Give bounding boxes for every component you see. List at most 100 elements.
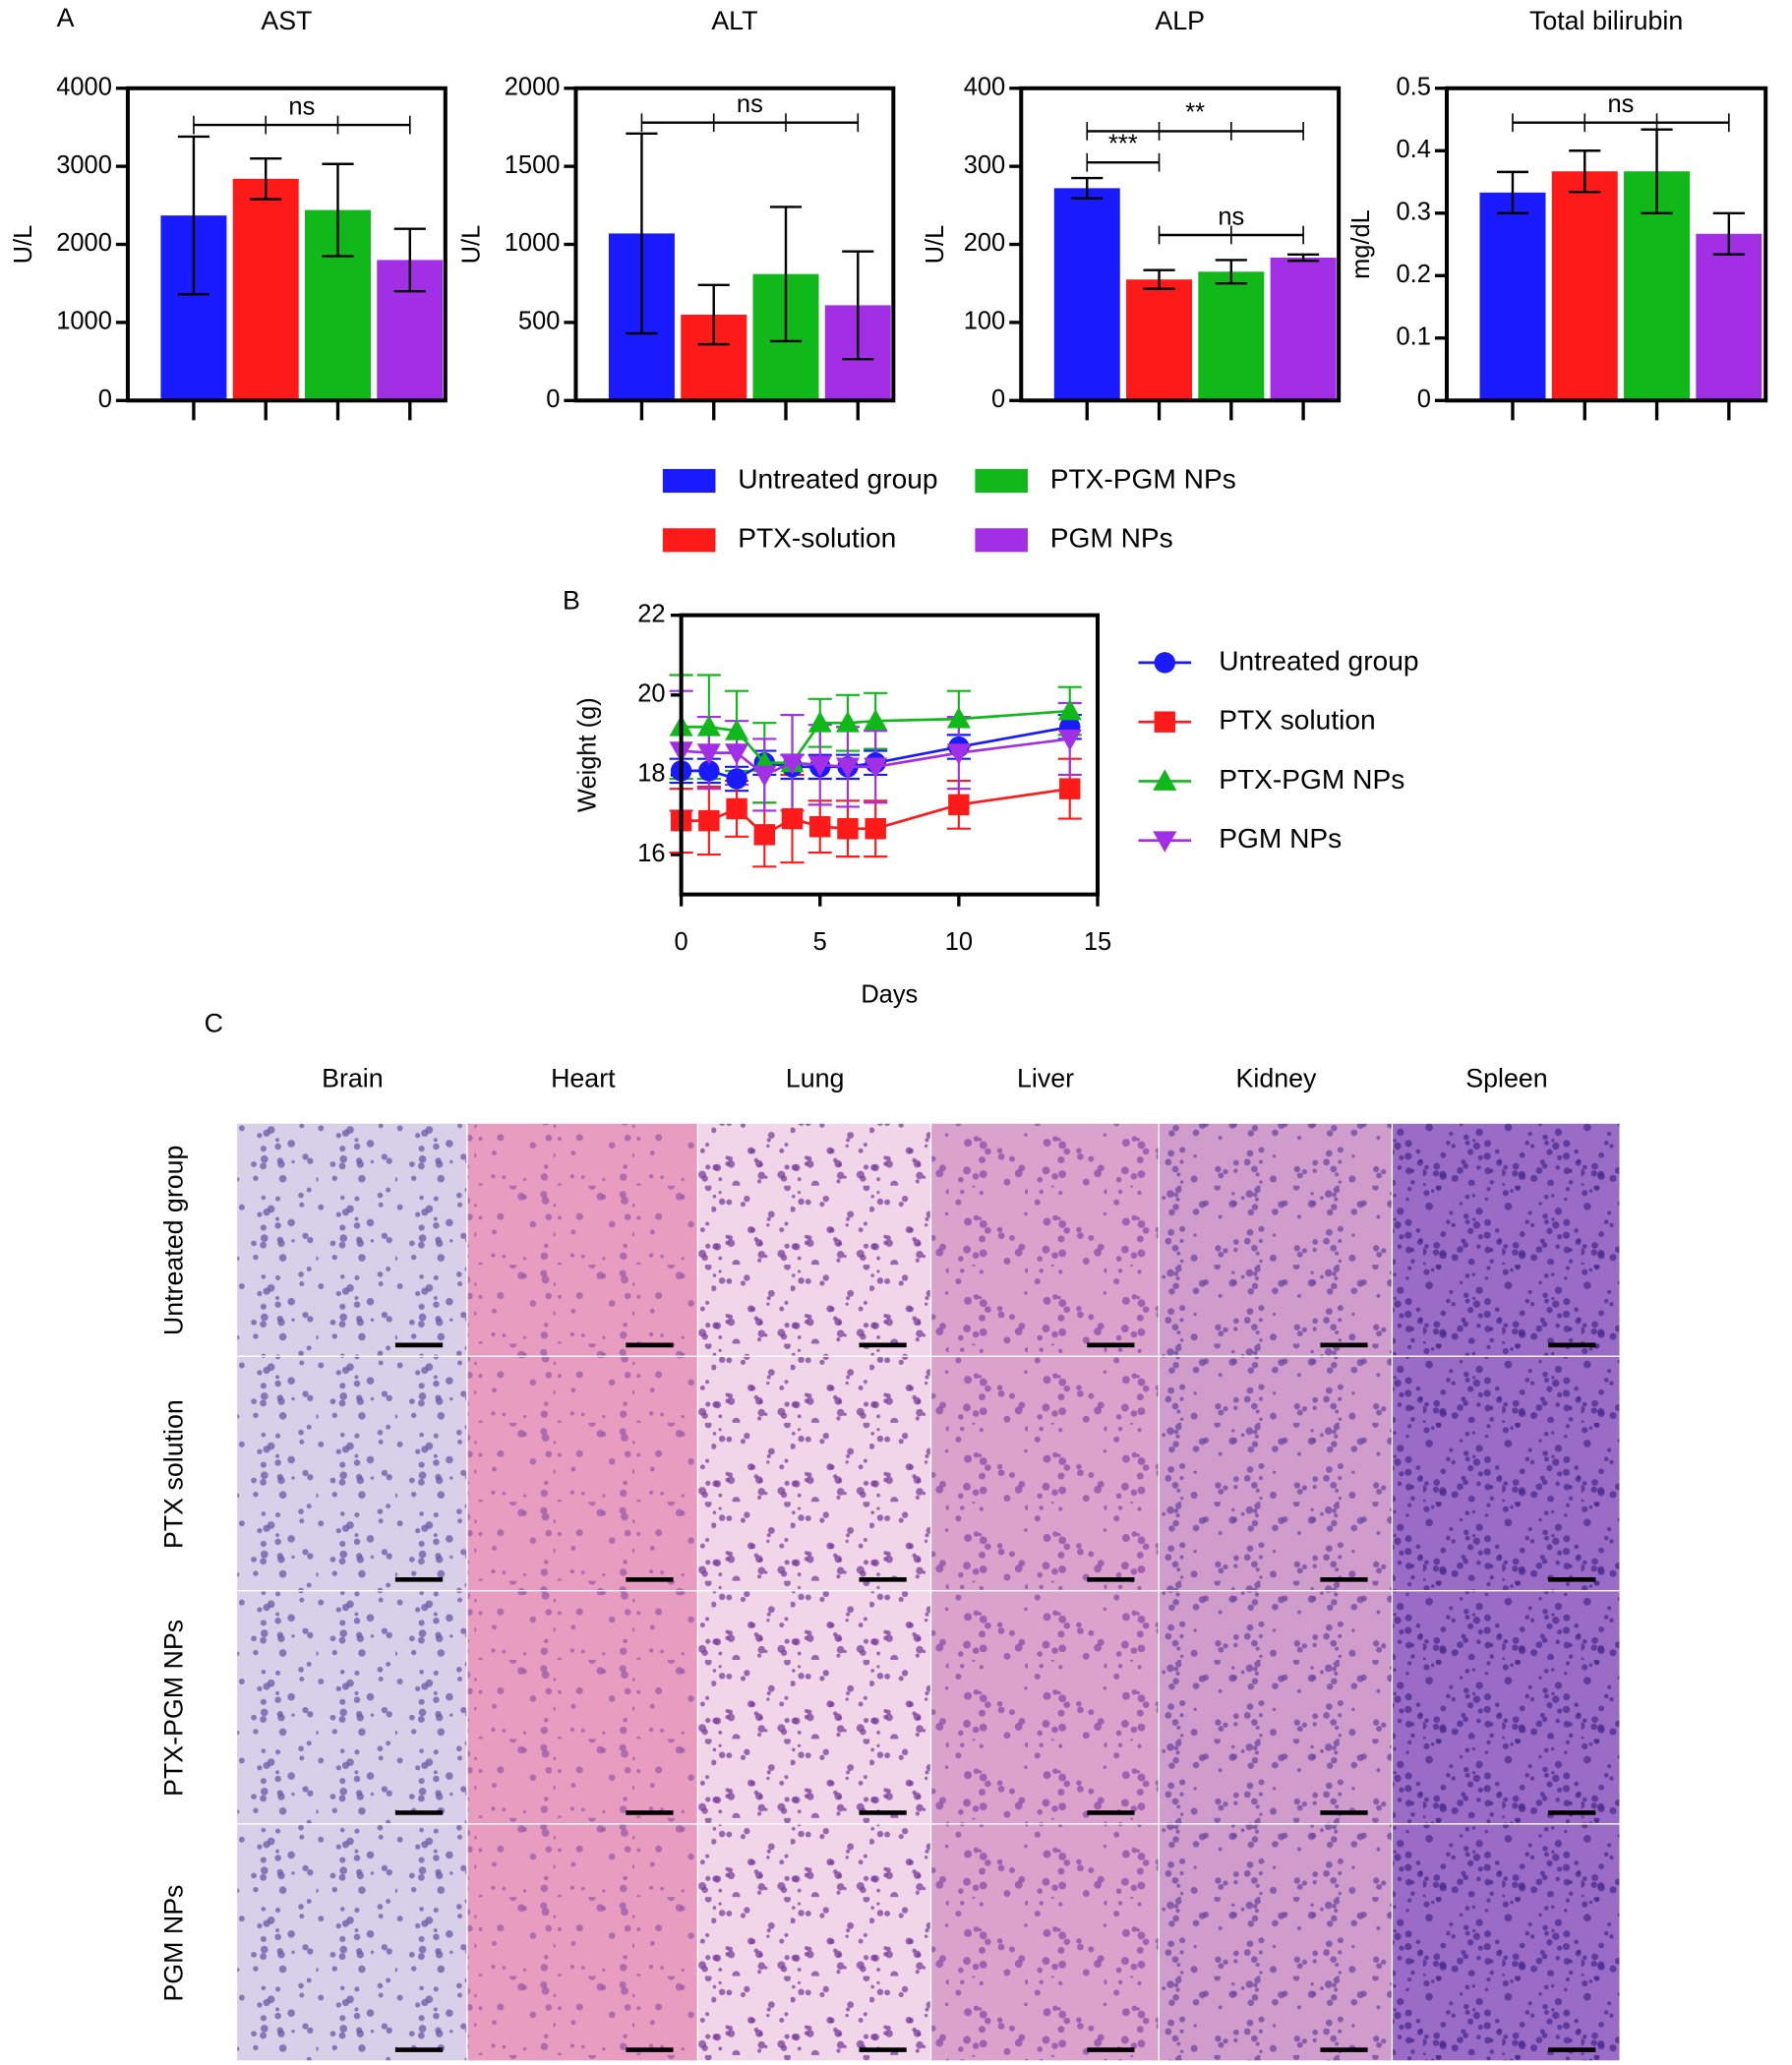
y-tick-label: 18 <box>637 760 665 788</box>
column-label: Spleen <box>1465 1064 1547 1093</box>
marker <box>1153 769 1177 791</box>
legend-label: PTX-solution <box>738 523 896 554</box>
y-tick-label: 16 <box>637 840 665 867</box>
y-axis-label: U/L <box>922 225 949 265</box>
significance-label: ns <box>1218 203 1244 230</box>
legend-swatch <box>662 528 716 553</box>
y-tick-label: 0 <box>991 385 1005 413</box>
significance-label: *** <box>1108 130 1138 157</box>
bar <box>1551 171 1618 401</box>
y-axis-label: Weight (g) <box>574 697 602 812</box>
panel-label: B <box>563 585 580 615</box>
marker <box>809 815 831 838</box>
histology-image <box>467 1591 697 1824</box>
marker <box>781 807 804 830</box>
marker <box>753 824 776 846</box>
panel-label: C <box>205 1008 223 1037</box>
histology-image <box>237 1591 467 1824</box>
y-tick-label: 0.3 <box>1397 198 1431 225</box>
legend-label: PTX solution <box>1219 705 1375 736</box>
y-tick-label: 0.1 <box>1397 323 1431 350</box>
marker <box>698 760 720 782</box>
marker <box>752 765 777 788</box>
histology-image <box>1159 1591 1392 1824</box>
histology-image <box>467 1123 697 1356</box>
bar <box>1270 258 1337 401</box>
marker <box>948 794 970 816</box>
y-tick-label: 22 <box>637 600 665 627</box>
panel-label: A <box>57 3 75 32</box>
histology-image <box>467 1824 697 2061</box>
series-line <box>681 738 1070 777</box>
marker <box>725 743 749 765</box>
marker <box>726 797 747 820</box>
histology-image <box>237 1123 467 1356</box>
column-label: Heart <box>551 1064 616 1093</box>
row-label: Untreated group <box>158 1146 188 1336</box>
y-tick-label: 3000 <box>56 151 112 179</box>
histology-image <box>237 1356 467 1591</box>
marker <box>1059 778 1081 799</box>
plot-frame <box>679 613 1100 897</box>
marker <box>726 768 747 790</box>
marker <box>946 707 971 729</box>
y-tick-label: 20 <box>637 680 665 708</box>
plot-frame <box>125 86 448 403</box>
marker <box>837 818 859 840</box>
y-tick-label: 0.2 <box>1397 261 1431 288</box>
plot-frame <box>573 86 896 403</box>
y-tick-label: 100 <box>964 308 1005 335</box>
y-axis-label: mg/dL <box>1347 209 1375 279</box>
marker <box>807 711 832 733</box>
y-tick-label: 2000 <box>505 73 561 100</box>
histology-image <box>931 1824 1159 2061</box>
y-tick-label: 0 <box>98 385 112 413</box>
histology-image <box>698 1356 930 1591</box>
histology-image <box>467 1356 697 1591</box>
histology-image <box>1393 1591 1620 1824</box>
legend-label: PTX-PGM NPs <box>1050 463 1236 494</box>
marker <box>1153 831 1177 853</box>
y-tick-label: 200 <box>964 229 1005 257</box>
legend-label: PGM NPs <box>1219 823 1342 854</box>
histology-image <box>698 1591 930 1824</box>
marker <box>946 743 971 765</box>
bar <box>232 178 299 401</box>
significance-label: ** <box>1185 99 1205 127</box>
row-label: PGM NPs <box>158 1885 188 2002</box>
row-label: PTX solution <box>158 1399 188 1549</box>
histology-image <box>931 1591 1159 1824</box>
marker <box>864 757 888 779</box>
legend-label: Untreated group <box>1219 645 1418 676</box>
marker <box>1057 730 1082 751</box>
histology-image <box>1159 1123 1392 1356</box>
marker <box>865 818 886 840</box>
marker <box>835 711 861 733</box>
bar <box>1053 188 1120 401</box>
plot-frame <box>1444 86 1768 403</box>
histology-image <box>698 1824 930 2061</box>
x-tick-label: 0 <box>675 928 688 956</box>
row-label: PTX-PGM NPs <box>158 1620 188 1797</box>
chart-title: AST <box>261 6 312 35</box>
x-tick-label: 5 <box>813 928 827 956</box>
legend-label: PTX-PGM NPs <box>1219 764 1404 795</box>
y-axis-label: U/L <box>458 225 486 265</box>
histology-image <box>931 1356 1159 1591</box>
x-tick-label: 15 <box>1084 928 1111 956</box>
histology-image <box>1393 1824 1620 2061</box>
marker <box>1057 698 1082 721</box>
histology-image <box>698 1123 930 1356</box>
histology-image <box>931 1123 1159 1356</box>
legend-label: PGM NPs <box>1050 523 1173 554</box>
series-line <box>681 709 1070 765</box>
y-tick-label: 1000 <box>56 308 112 335</box>
chart-title: ALP <box>1155 6 1205 35</box>
x-tick-label: 10 <box>945 928 973 956</box>
y-tick-label: 0.4 <box>1397 136 1431 163</box>
y-tick-label: 1500 <box>505 151 561 179</box>
marker <box>835 757 861 779</box>
marker <box>1154 652 1176 674</box>
